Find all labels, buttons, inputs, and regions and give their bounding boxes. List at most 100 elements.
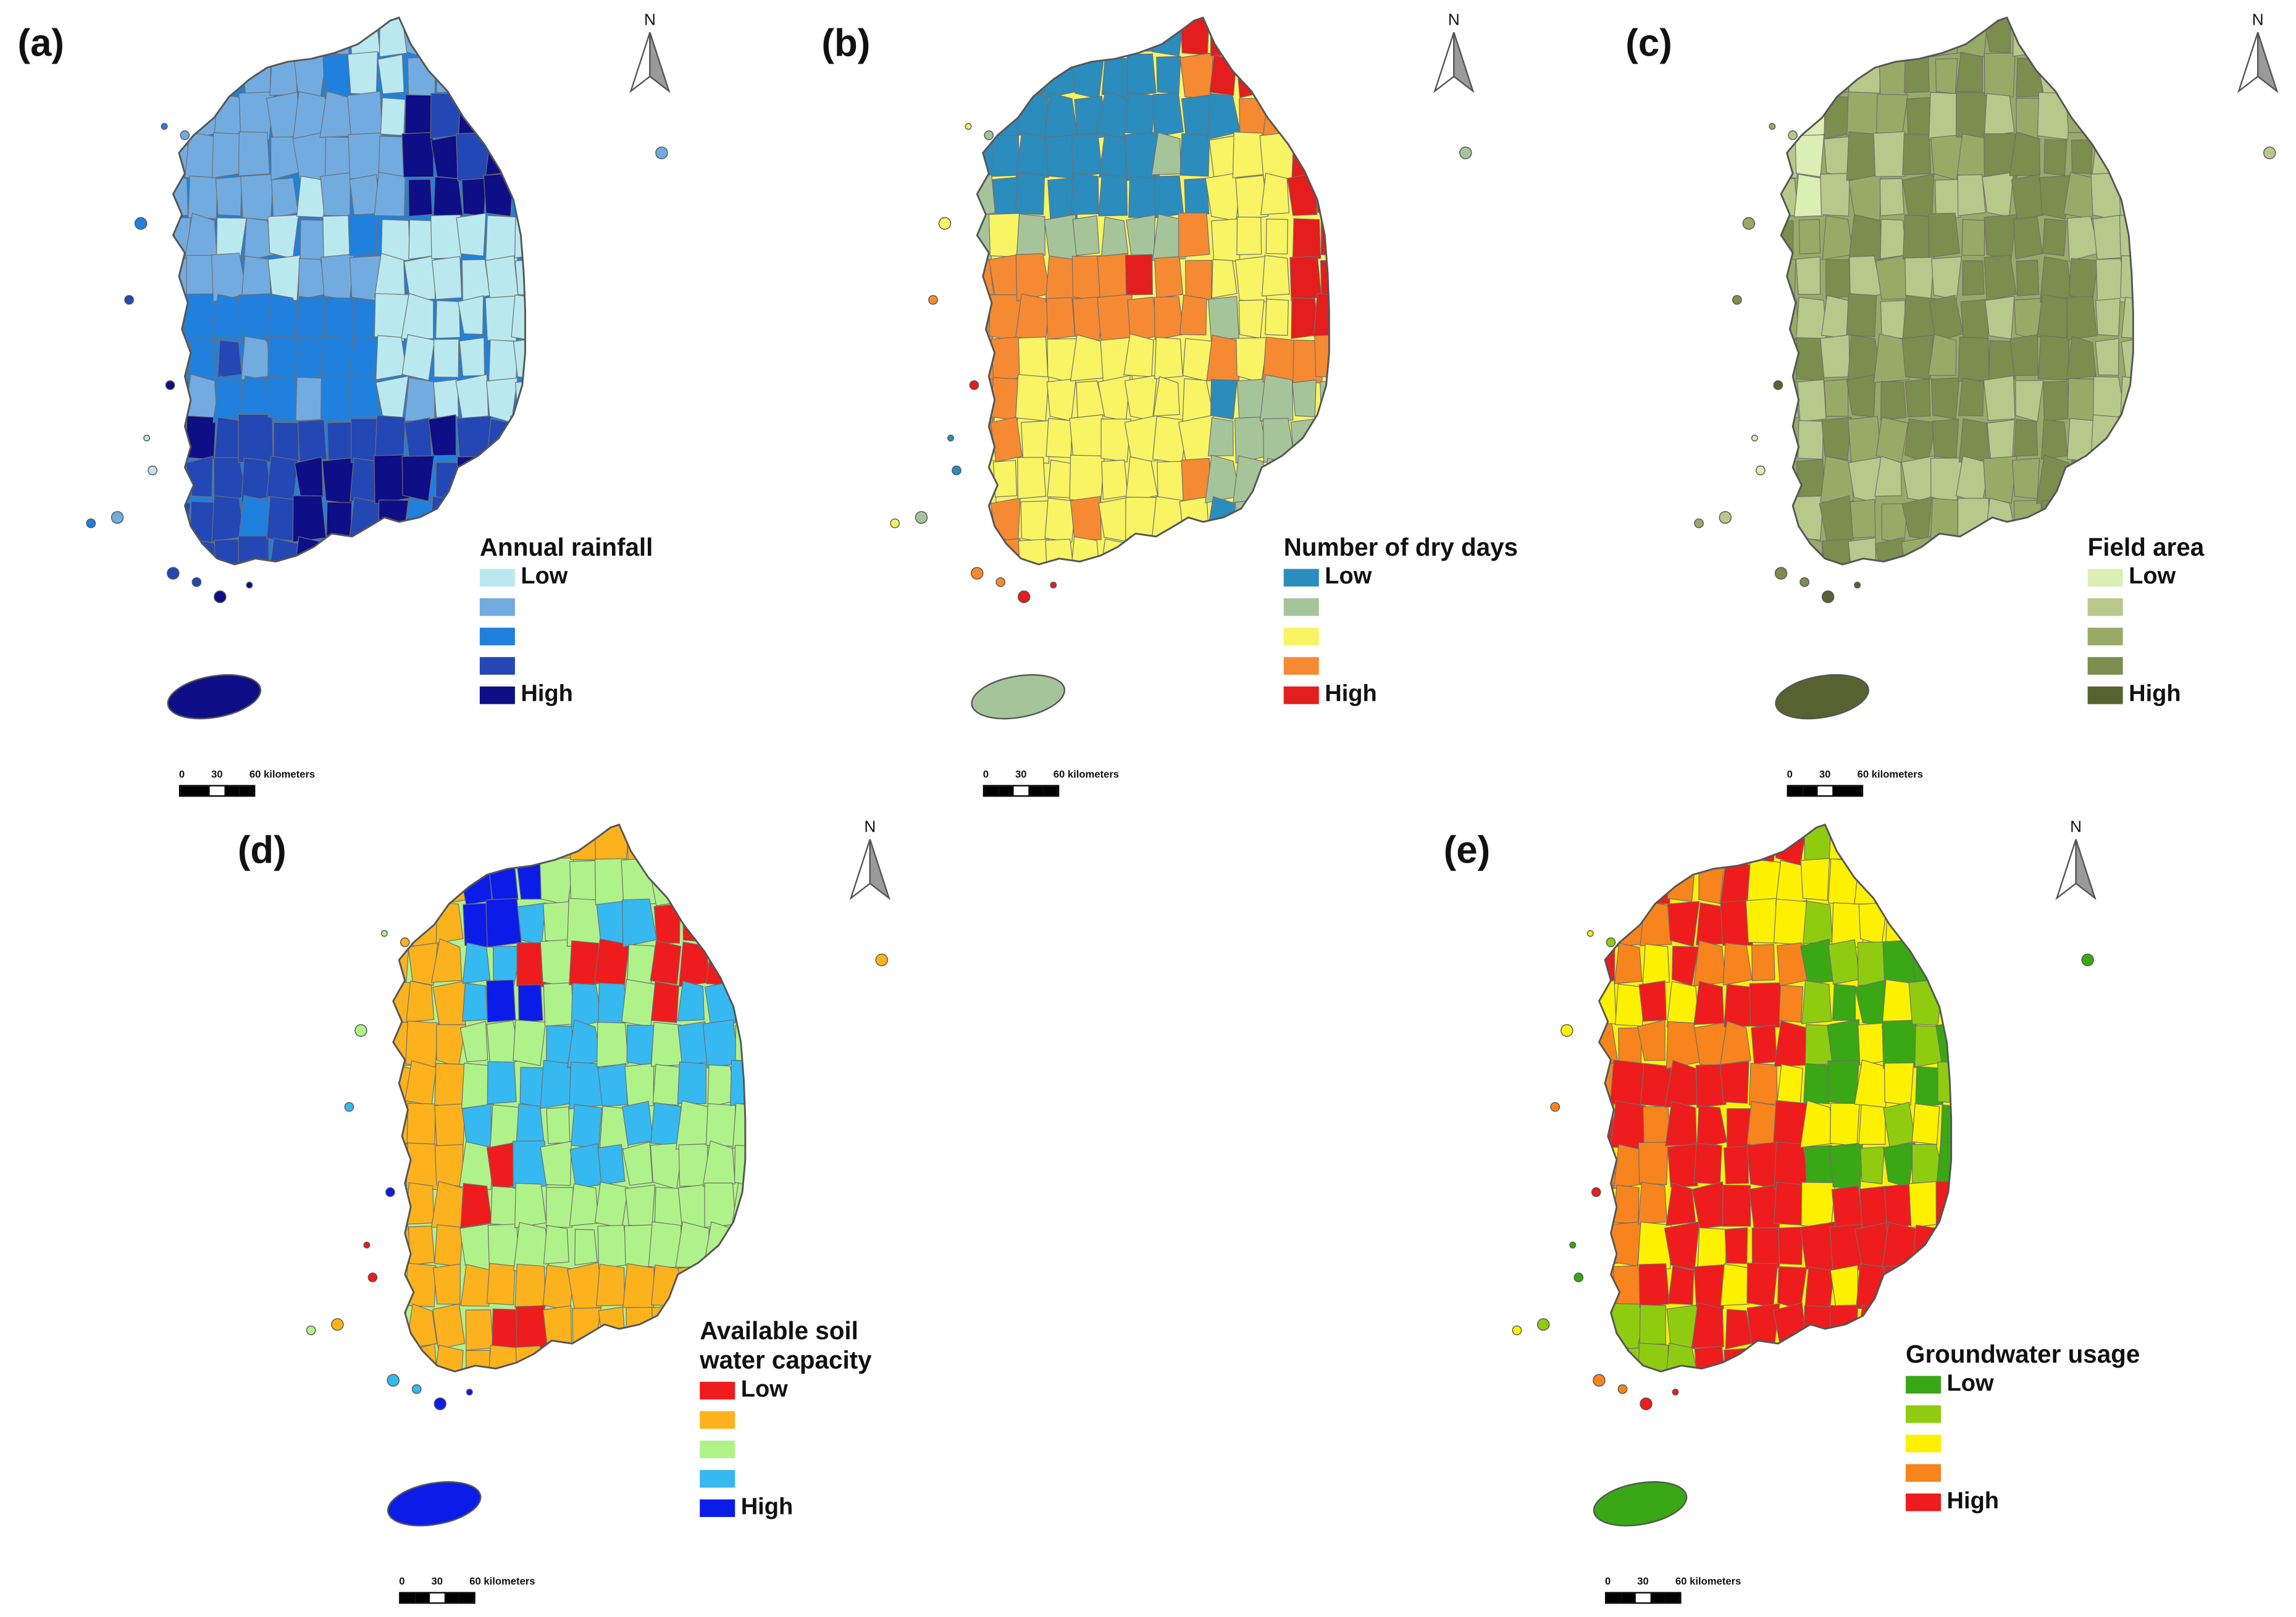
legend-swatch (1906, 1464, 1942, 1482)
island (1756, 466, 1766, 475)
district-polygon (1773, 898, 1807, 946)
island (246, 582, 253, 589)
district-polygon (1830, 1264, 1858, 1306)
district-polygon (2016, 57, 2043, 98)
district-polygon (1260, 51, 1293, 97)
district-polygon (990, 416, 1023, 462)
district-polygon (1641, 861, 1670, 905)
district-polygon (598, 1347, 627, 1372)
district-polygon (460, 1264, 490, 1307)
district-polygon (566, 1342, 598, 1372)
district-polygon (1233, 537, 1267, 565)
district-polygon (1151, 17, 1184, 57)
district-polygon (459, 337, 485, 377)
legend-label-low: Low (1946, 1371, 1994, 1397)
legend-title: Number of dry days (1283, 533, 1519, 562)
north-label: N (2070, 819, 2082, 837)
district-polygon (1207, 417, 1234, 456)
district-polygon (1801, 1182, 1836, 1230)
district-polygon (489, 824, 519, 864)
district-polygon (435, 300, 461, 339)
district-polygon (1774, 1182, 1804, 1226)
district-polygon (431, 256, 463, 300)
scale-segment (209, 786, 225, 796)
district-polygon (456, 212, 487, 257)
district-polygon (430, 938, 463, 983)
district-polygon (1796, 17, 1829, 60)
district-polygon (1638, 1182, 1667, 1225)
district-polygon (406, 1142, 440, 1190)
island (331, 1318, 344, 1331)
district-polygon (320, 172, 351, 217)
north-arrow: N (2236, 12, 2280, 94)
district-polygon (408, 1226, 435, 1266)
island (915, 511, 928, 524)
district-polygon (622, 1101, 654, 1146)
district-polygon (1259, 374, 1294, 422)
district-polygon (1015, 172, 1045, 215)
district-polygon (730, 1059, 745, 1106)
district-polygon (486, 979, 516, 1023)
legend-swatch (479, 686, 515, 704)
scale-segment (444, 1593, 459, 1603)
district-polygon (1069, 414, 1104, 462)
district-polygon (1795, 256, 1821, 295)
scale-segment (459, 1593, 474, 1603)
district-polygon (1960, 298, 1990, 341)
legend-row (1906, 1400, 2140, 1429)
legend-swatch (2087, 598, 2123, 616)
scale-segment (1817, 786, 1833, 796)
district-polygon (458, 295, 484, 335)
district-polygon (1286, 17, 1320, 57)
legend-row (479, 622, 653, 651)
district-polygon (461, 178, 487, 217)
island (1854, 582, 1861, 589)
island (1586, 930, 1594, 937)
district-polygon (1984, 214, 2017, 261)
district-polygon (1015, 374, 1050, 422)
panel-label: (b) (821, 20, 871, 65)
district-polygon (626, 1024, 655, 1067)
scale-segment (1788, 786, 1803, 796)
district-polygon (567, 1261, 602, 1310)
district-polygon (1018, 538, 1050, 565)
district-polygon (705, 1103, 736, 1147)
district-polygon (1956, 51, 1983, 92)
district-polygon (1099, 538, 1133, 565)
district-polygon (1829, 824, 1856, 860)
district-polygon (1901, 335, 1934, 380)
district-polygon (2095, 338, 2119, 376)
district-polygon (1800, 938, 1833, 985)
district-polygon (1858, 1104, 1886, 1145)
island (1719, 511, 1732, 524)
district-polygon (243, 17, 274, 60)
district-polygon (1820, 172, 1851, 217)
district-polygon (482, 454, 518, 504)
district-polygon (597, 1144, 626, 1185)
district-polygon (465, 1309, 494, 1351)
district-polygon (732, 1103, 745, 1149)
district-polygon (241, 256, 271, 299)
district-polygon (2013, 17, 2043, 57)
district-polygon (1317, 17, 1330, 59)
district-polygon (1982, 172, 2014, 217)
legend-swatch (1283, 686, 1319, 704)
district-polygon (624, 1063, 655, 1106)
legend-row: Low (479, 563, 653, 593)
district-polygon (1317, 134, 1330, 180)
district-polygon (656, 825, 683, 865)
district-polygon (1825, 17, 1856, 60)
district-polygon (678, 941, 711, 987)
district-polygon (348, 213, 377, 256)
district-polygon (1238, 299, 1265, 339)
north-arrow-icon (1433, 32, 1475, 93)
district-polygon (2009, 131, 2041, 177)
legend-label-high: High (2129, 682, 2181, 708)
district-polygon (1802, 1345, 1831, 1372)
district-polygon (1236, 216, 1262, 256)
legend-swatch (479, 657, 515, 675)
district-polygon (650, 1022, 683, 1067)
district-polygon (1636, 824, 1673, 867)
district-polygon (1745, 898, 1779, 944)
district-polygon (1880, 300, 1906, 339)
